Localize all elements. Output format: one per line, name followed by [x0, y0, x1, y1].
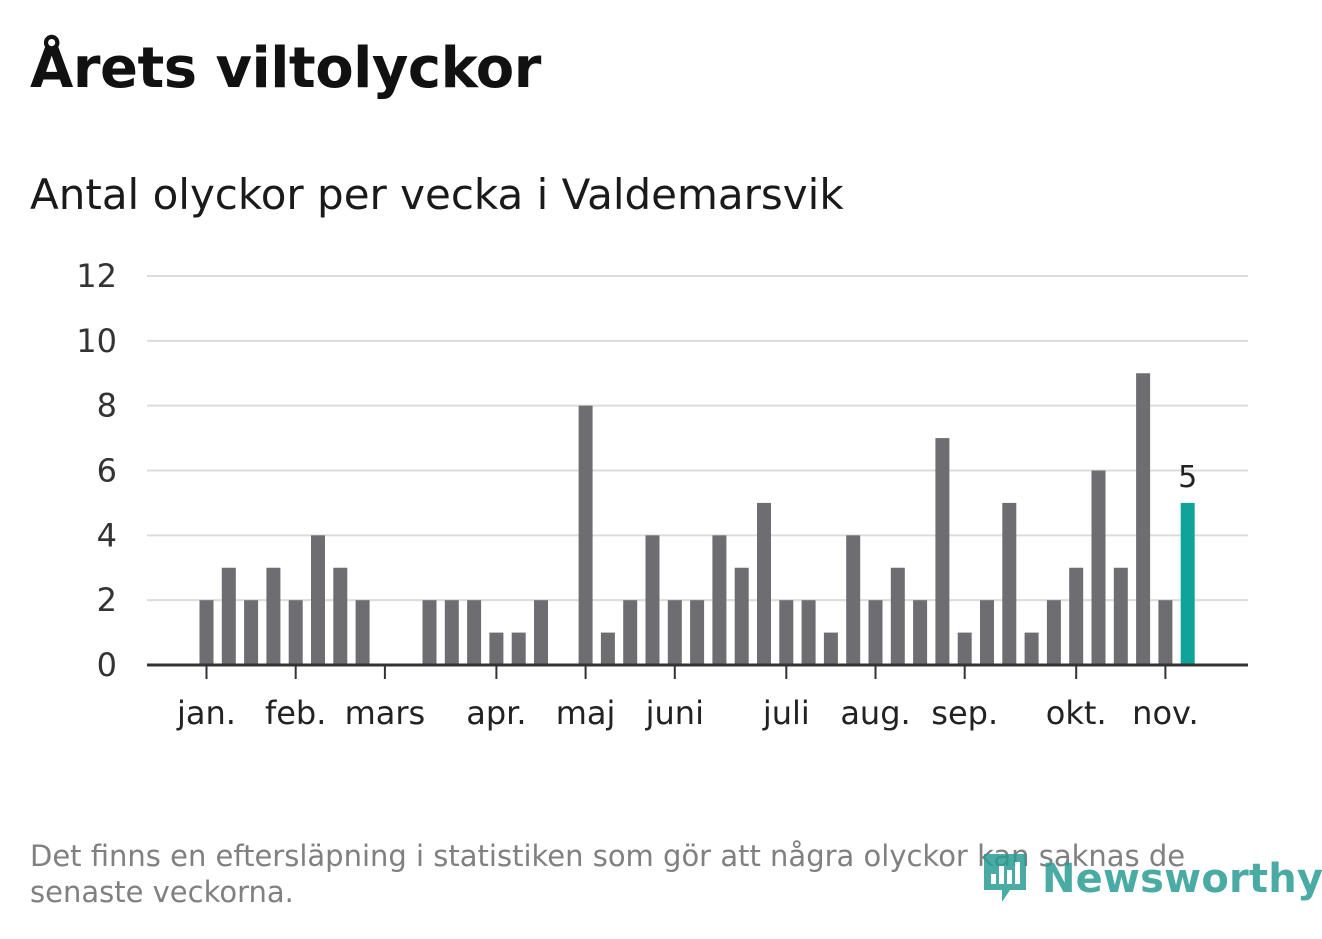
bar: [423, 600, 437, 665]
bar: [1025, 633, 1039, 665]
bar: [266, 568, 280, 665]
bar: [690, 600, 704, 665]
x-tick-label: feb.: [265, 694, 326, 732]
bar: [1047, 600, 1061, 665]
bar: [913, 600, 927, 665]
bar: [512, 633, 526, 665]
x-tick-label: mars: [345, 694, 426, 732]
newsworthy-logo-icon: [980, 850, 1030, 908]
y-tick-label: 10: [76, 322, 117, 360]
y-tick-label: 8: [97, 387, 117, 425]
bar: [1158, 600, 1172, 665]
bar: [467, 600, 481, 665]
bar: [311, 535, 325, 665]
bar-chart: 0 2 4 6 8 10 12 5 jan. feb. mars apr. maj juni juli aug…: [0, 0, 1322, 780]
bar: [935, 438, 949, 665]
x-tick-label: juli: [762, 694, 810, 732]
x-tick-label: nov.: [1132, 694, 1198, 732]
bar: [601, 633, 615, 665]
bar: [668, 600, 682, 665]
y-tick-label: 0: [97, 646, 117, 684]
bar: [646, 535, 660, 665]
bar: [1002, 503, 1016, 665]
bar: [779, 600, 793, 665]
bar: [333, 568, 347, 665]
bar: [958, 633, 972, 665]
bar: [244, 600, 258, 665]
x-tick-label: jan.: [176, 694, 236, 732]
bar: [712, 535, 726, 665]
bar-highlight: [1181, 503, 1195, 665]
bar: [289, 600, 303, 665]
bar: [1136, 373, 1150, 665]
bar: [1069, 568, 1083, 665]
bar: [891, 568, 905, 665]
y-tick-label: 6: [97, 452, 117, 490]
bar: [445, 600, 459, 665]
bar: [980, 600, 994, 665]
bar: [579, 406, 593, 665]
bar: [802, 600, 816, 665]
bar: [623, 600, 637, 665]
newsworthy-logo-text: Newsworthy: [1042, 856, 1322, 902]
bar: [200, 600, 214, 665]
x-tick-label: apr.: [466, 694, 526, 732]
bar: [846, 535, 860, 665]
newsworthy-logo: Newsworthy: [980, 850, 1322, 908]
bar: [356, 600, 370, 665]
x-tick-label: juni: [645, 694, 704, 732]
bar: [869, 600, 883, 665]
bar: [735, 568, 749, 665]
bar: [534, 600, 548, 665]
bar: [824, 633, 838, 665]
bar: [489, 633, 503, 665]
bar: [222, 568, 236, 665]
x-tick-label: maj: [556, 694, 616, 732]
y-tick-label: 4: [97, 516, 117, 554]
bar: [757, 503, 771, 665]
y-tick-label: 2: [97, 581, 117, 619]
bar: [1114, 568, 1128, 665]
x-tick-label: sep.: [931, 694, 998, 732]
y-tick-label: 12: [76, 257, 117, 295]
x-tick-label: okt.: [1046, 694, 1107, 732]
x-tick-label: aug.: [840, 694, 910, 732]
data-label: 5: [1178, 460, 1197, 495]
bar: [1092, 471, 1106, 666]
